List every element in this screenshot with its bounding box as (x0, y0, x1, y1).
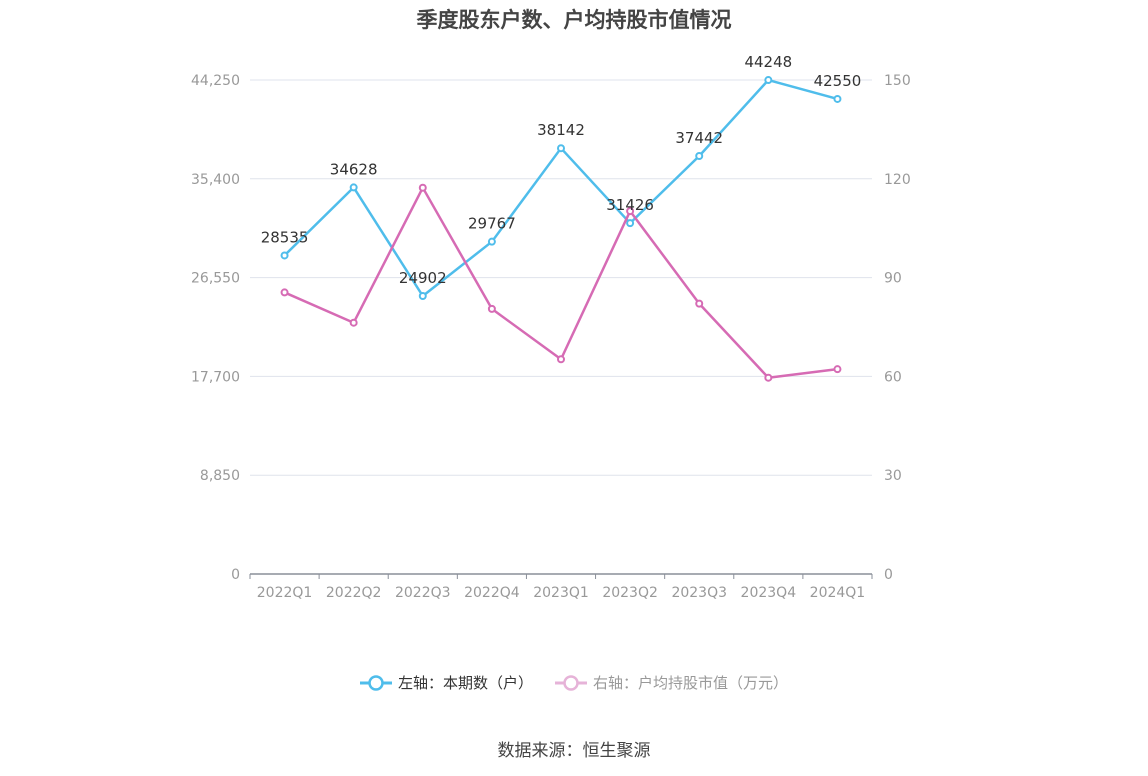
legend-item-left[interactable]: 左轴：本期数（户） (359, 672, 533, 693)
legend: 左轴：本期数（户） 右轴：户均持股市值（万元） (0, 672, 1148, 693)
series-line-left (283, 78, 838, 298)
legend-marker-right-icon (555, 674, 587, 691)
data-point-left (626, 219, 635, 228)
data-label: 38142 (537, 121, 585, 139)
data-point-right (695, 299, 704, 308)
right-axis-tick-label: 0 (884, 567, 893, 583)
right-axis-tick-label: 30 (884, 468, 902, 484)
data-point-right (487, 304, 496, 313)
data-point-right (418, 183, 427, 192)
data-label: 29767 (468, 215, 516, 233)
data-label: 34628 (330, 160, 378, 178)
legend-marker-left-icon (359, 674, 392, 691)
x-axis-tick-label: 2022Q3 (395, 585, 451, 601)
data-point-left (280, 251, 289, 260)
right-axis-tick-label: 60 (884, 369, 902, 385)
data-point-right (764, 373, 773, 382)
x-axis-tick-label: 2023Q2 (602, 585, 658, 601)
legend-label-left: 左轴：本期数（户） (397, 674, 533, 692)
data-point-left (487, 237, 496, 246)
chart-canvas: 0 0 8,850 30 17,700 60 26,550 90 35,400 120 44,250… (191, 53, 911, 601)
left-axis-tick-label: 8,850 (200, 468, 240, 484)
chart-title: 季度股东户数、户均持股市值情况 (416, 8, 732, 32)
data-point-left (557, 144, 565, 153)
data-point-left (349, 183, 358, 192)
data-point-left (418, 291, 427, 300)
x-axis-tick-label: 2023Q3 (671, 585, 727, 601)
data-label: 44248 (744, 53, 792, 71)
data-point-left (833, 94, 842, 103)
x-axis-tick-label: 2022Q4 (464, 585, 520, 601)
left-axis-tick-label: 17,700 (191, 369, 240, 385)
left-axis-tick-label: 0 (231, 567, 240, 583)
data-point-left (764, 76, 773, 85)
grid-lines (250, 79, 872, 476)
axes: 0 0 8,850 30 17,700 60 26,550 90 35,400 120 44,250… (191, 73, 911, 601)
data-point-right (280, 288, 289, 297)
data-label: 37442 (675, 129, 723, 147)
x-axis-tick-label: 2024Q1 (810, 585, 866, 601)
legend-item-right[interactable]: 右轴：户均持股市值（万元） (555, 672, 788, 693)
data-labels: 28535 34628 24902 29767 38142 31426 37442 44248… (261, 53, 862, 287)
data-label: 28535 (261, 228, 309, 246)
x-axis-tick-label: 2023Q1 (533, 585, 589, 601)
data-point-right (557, 355, 565, 364)
left-axis-tick-label: 44,250 (191, 73, 240, 89)
data-source: 数据来源：恒生聚源 (497, 741, 651, 761)
x-axis-tick-label: 2022Q1 (257, 585, 313, 601)
data-point-left (695, 152, 704, 161)
left-axis-tick-label: 26,550 (191, 271, 240, 287)
data-point-right (833, 365, 842, 374)
x-axis-tick-label: 2022Q2 (326, 585, 382, 601)
legend-label-right: 右轴：户均持股市值（万元） (593, 674, 789, 692)
series-lines (280, 76, 842, 382)
data-point-right (349, 318, 358, 327)
data-label: 24902 (399, 269, 447, 287)
left-axis-tick-label: 35,400 (191, 172, 240, 188)
right-axis-tick-label: 150 (884, 73, 911, 89)
data-label: 42550 (814, 72, 862, 90)
x-axis-tick-label: 2023Q4 (741, 585, 797, 601)
data-label: 31426 (606, 196, 654, 214)
data-point-right (626, 207, 635, 216)
right-axis-tick-label: 90 (884, 271, 902, 287)
series-line-right (284, 186, 838, 379)
right-axis-tick-label: 120 (884, 172, 911, 188)
